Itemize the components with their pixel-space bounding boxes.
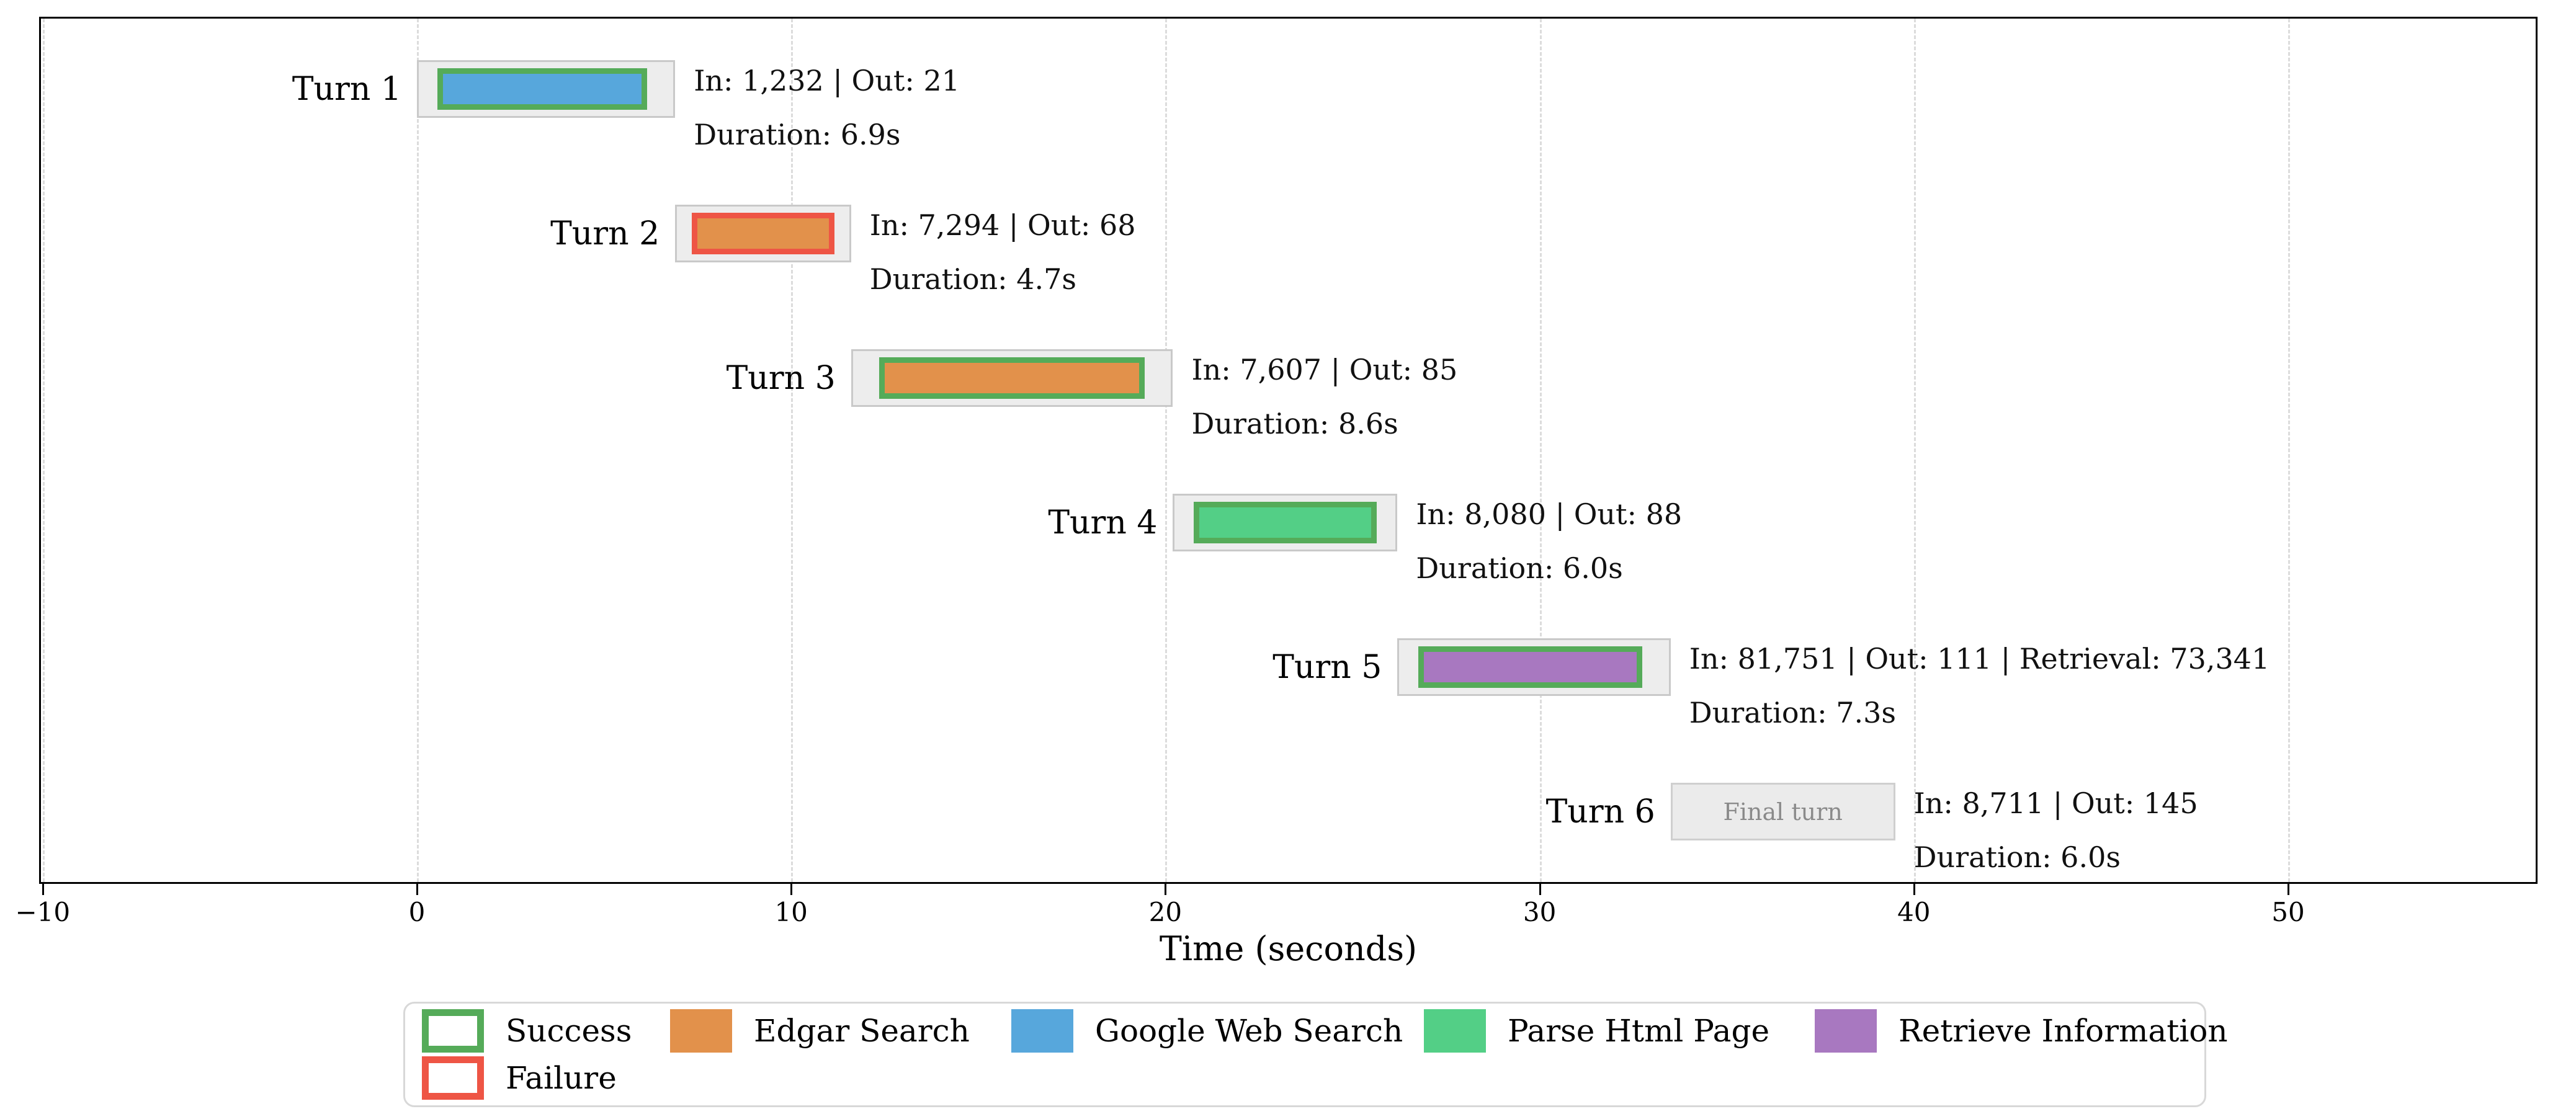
- legend-label: Google Web Search: [1095, 1013, 1403, 1049]
- annotation-tokens: In: 1,232 | Out: 21: [694, 63, 960, 97]
- turn-row-label: Turn 3: [726, 359, 836, 397]
- x-axis-tick: [790, 884, 793, 895]
- x-axis-tick: [1165, 884, 1167, 895]
- tool-call-bar: [1418, 646, 1643, 688]
- turn-row-label: Turn 2: [550, 215, 660, 252]
- legend-swatch-failure: [422, 1056, 484, 1100]
- tool-call-bar: [879, 357, 1145, 399]
- x-axis-tick-label: −10: [15, 897, 71, 927]
- x-axis-tick: [416, 884, 418, 895]
- legend-swatch-retrieve-information: [1815, 1009, 1877, 1053]
- turn-annotation: In: 7,607 | Out: 85 Duration: 8.6s: [1191, 343, 1457, 451]
- x-axis-title: Time (seconds): [1159, 929, 1418, 968]
- legend-swatch-parse-html-page: [1424, 1009, 1486, 1053]
- gridline: [417, 19, 419, 882]
- legend-label: Failure: [506, 1060, 617, 1096]
- turn-annotation: In: 8,080 | Out: 88 Duration: 6.0s: [1416, 488, 1682, 595]
- turn-row-label: Turn 1: [292, 70, 401, 108]
- legend-label: Edgar Search: [754, 1013, 970, 1049]
- final-turn-text: Final turn: [1723, 798, 1843, 826]
- legend-label: Success: [506, 1013, 632, 1049]
- gridline: [42, 19, 45, 882]
- tool-call-bar: [1193, 502, 1377, 543]
- x-axis-tick: [2288, 884, 2289, 895]
- gridline: [1913, 19, 1916, 882]
- annotation-duration: Duration: 6.0s: [1913, 840, 2121, 874]
- turn-row-label: Turn 4: [1048, 504, 1158, 541]
- legend-swatch-google-web-search: [1011, 1009, 1073, 1053]
- legend-label: Parse Html Page: [1508, 1013, 1770, 1049]
- turn-row-label: Turn 5: [1272, 648, 1382, 686]
- turn-annotation: In: 7,294 | Out: 68 Duration: 4.7s: [870, 198, 1136, 306]
- annotation-duration: Duration: 4.7s: [869, 262, 1077, 296]
- gridline: [1539, 19, 1542, 882]
- turn-annotation: In: 81,751 | Out: 111 | Retrieval: 73,34…: [1689, 632, 2270, 740]
- gridline: [1165, 19, 1168, 882]
- tool-call-bar: [692, 213, 834, 254]
- x-axis-tick: [1913, 884, 1915, 895]
- x-axis-tick-label: 50: [2271, 897, 2305, 927]
- plot-area: [39, 17, 2538, 884]
- x-axis-tick: [1539, 884, 1541, 895]
- turn-annotation: In: 8,711 | Out: 145 Duration: 6.0s: [1914, 777, 2198, 885]
- annotation-duration: Duration: 8.6s: [1191, 406, 1398, 440]
- turn-annotation: In: 1,232 | Out: 21 Duration: 6.9s: [694, 54, 960, 162]
- legend-swatch-edgar-search: [670, 1009, 732, 1053]
- annotation-tokens: In: 7,607 | Out: 85: [1191, 352, 1458, 386]
- annotation-tokens: In: 8,080 | Out: 88: [1416, 497, 1683, 531]
- annotation-duration: Duration: 6.9s: [694, 117, 901, 151]
- legend-swatch-success: [422, 1009, 484, 1053]
- legend-label: Retrieve Information: [1898, 1013, 2228, 1049]
- annotation-tokens: In: 81,751 | Out: 111 | Retrieval: 73,34…: [1689, 641, 2270, 675]
- x-axis-tick-label: 10: [774, 897, 808, 927]
- annotation-tokens: In: 8,711 | Out: 145: [1913, 786, 2198, 820]
- x-axis-tick-label: 40: [1897, 897, 1931, 927]
- annotation-tokens: In: 7,294 | Out: 68: [869, 208, 1136, 242]
- gridline: [2288, 19, 2290, 882]
- x-axis-tick-label: 0: [408, 897, 426, 927]
- turn-box: Final turn: [1670, 783, 1895, 840]
- x-axis-tick-label: 20: [1148, 897, 1183, 927]
- annotation-duration: Duration: 6.0s: [1416, 551, 1623, 585]
- annotation-duration: Duration: 7.3s: [1689, 695, 1897, 729]
- x-axis-tick: [42, 884, 44, 895]
- gridline: [791, 19, 794, 882]
- x-axis-tick-label: 30: [1523, 897, 1557, 927]
- turn-row-label: Turn 6: [1545, 793, 1655, 831]
- tool-call-bar: [437, 68, 647, 110]
